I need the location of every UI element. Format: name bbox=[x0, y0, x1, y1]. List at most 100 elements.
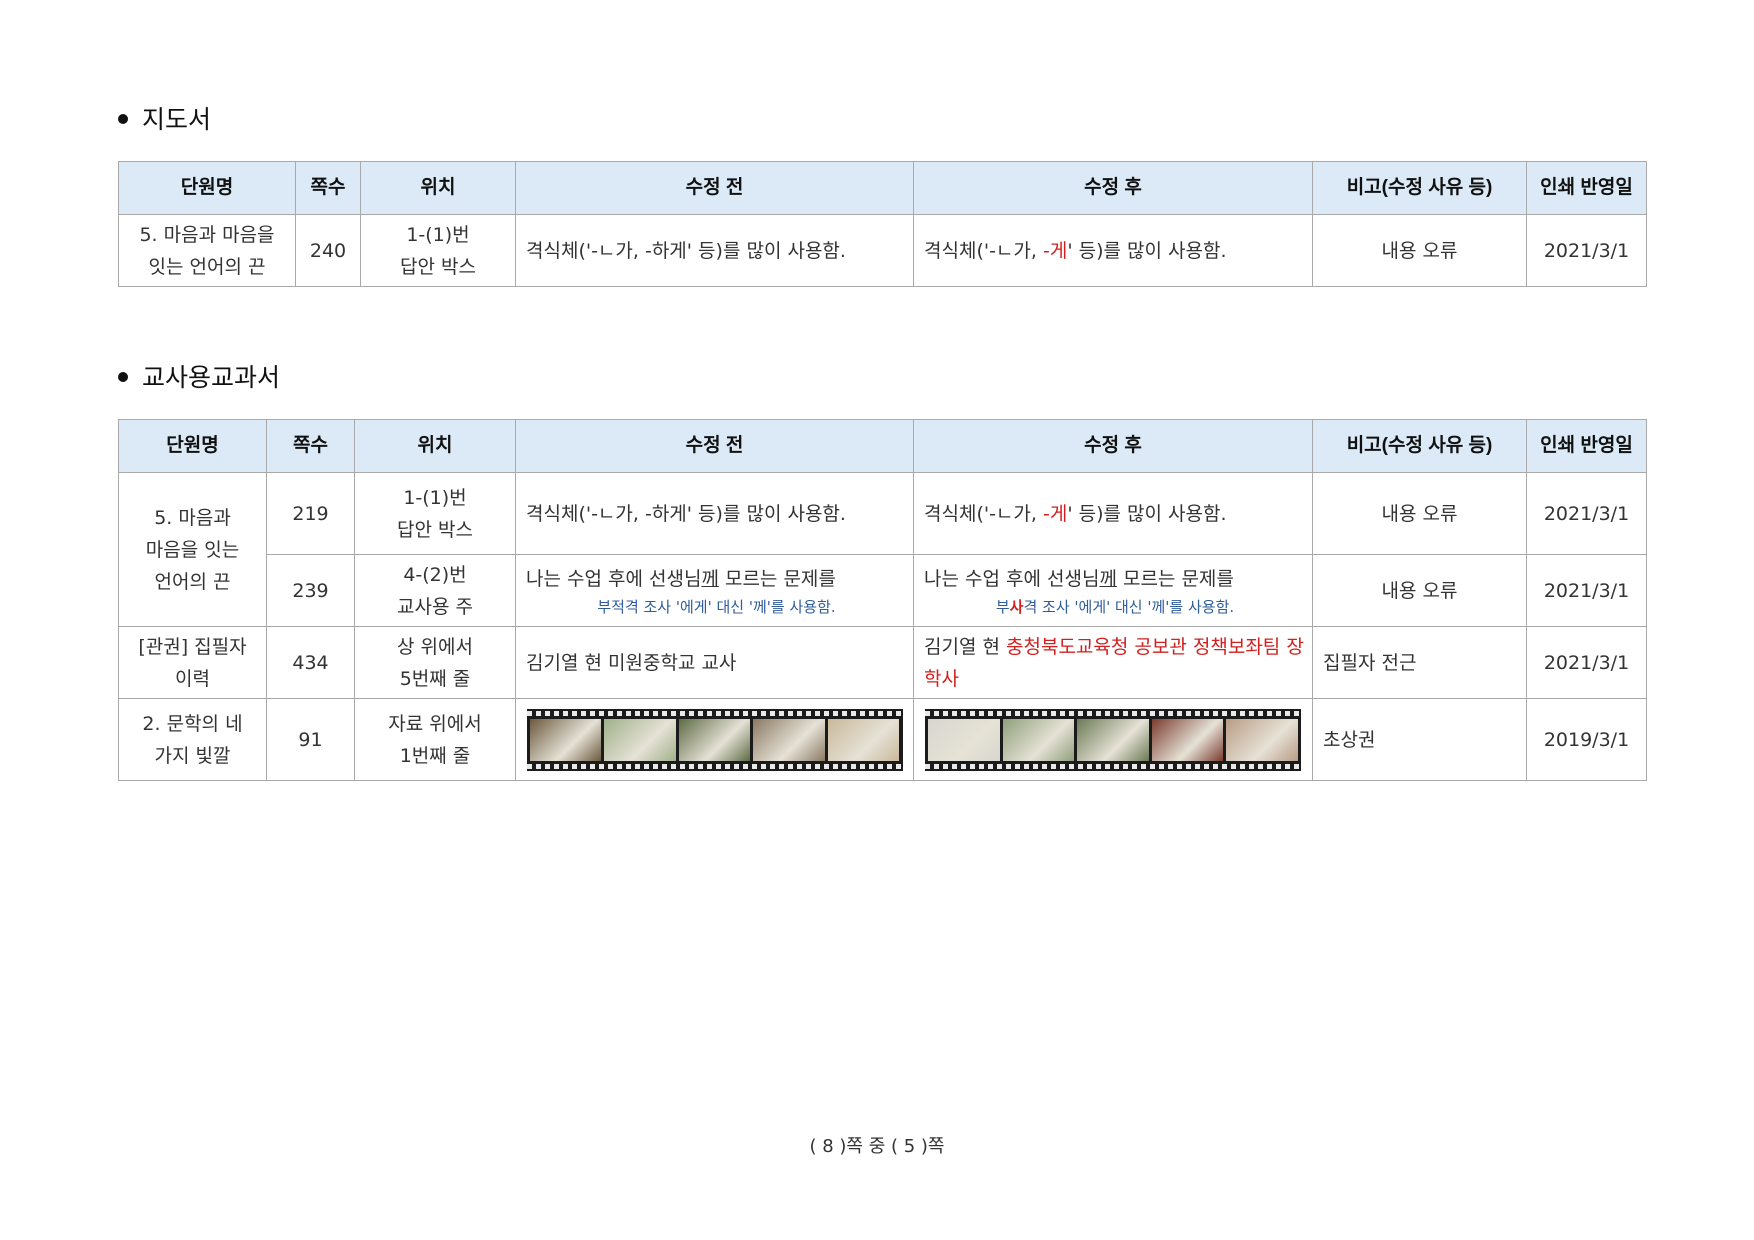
header-page: 쪽수 bbox=[295, 161, 361, 215]
after-underlined: 께 bbox=[1099, 567, 1117, 590]
bullet-icon bbox=[118, 371, 128, 382]
cell-print-date: 2021/3/1 bbox=[1526, 626, 1647, 699]
cell-unit: [관권] 집필자 이력 bbox=[118, 626, 267, 699]
table-row: 2. 문학의 네 가지 빛깔 91 자료 위에서 1번째 줄 초상권 2019/… bbox=[118, 698, 1647, 781]
after-text: 격식체('-ㄴ가, bbox=[924, 502, 1043, 525]
film-frame bbox=[827, 718, 900, 761]
table-row: 239 4-(2)번 교사용 주 나는 수업 후에 선생님께 모르는 문제를 부… bbox=[119, 554, 1647, 627]
cell-before: 격식체('-ㄴ가, -하게' 등)를 많이 사용함. bbox=[515, 472, 914, 555]
location-line: 4-(2)번 bbox=[403, 563, 467, 586]
header-unit: 단원명 bbox=[118, 161, 296, 215]
unit-line: 이력 bbox=[175, 667, 210, 690]
before-text: 모르는 문제를 bbox=[718, 567, 836, 590]
header-remarks: 비고(수정 사유 등) bbox=[1312, 161, 1527, 215]
after-text: 김기열 현 bbox=[924, 635, 1006, 658]
after-main: 나는 수업 후에 선생님께 모르는 문제를 bbox=[924, 563, 1306, 595]
after-correction: 충청북도교육청 공보관 정책보좌팀 장학사 bbox=[924, 635, 1304, 690]
header-unit: 단원명 bbox=[118, 419, 267, 473]
page-number-text: ( 8 )쪽 중 ( 5 )쪽 bbox=[809, 1136, 945, 1157]
section-title-text: 교사용교과서 bbox=[142, 363, 281, 392]
unit-line: 2. 문학의 네 bbox=[142, 712, 243, 735]
before-text: 나는 수업 후에 선생님 bbox=[526, 567, 702, 590]
unit-line: 마음을 잇는 bbox=[145, 538, 240, 561]
cell-remarks: 초상권 bbox=[1312, 698, 1527, 781]
cell-page: 219 bbox=[266, 472, 355, 555]
cell-remarks: 내용 오류 bbox=[1312, 554, 1527, 627]
cell-before bbox=[515, 698, 914, 781]
header-location: 위치 bbox=[360, 161, 516, 215]
after-note: 부사격 조사 '에게' 대신 '께'를 사용함. bbox=[924, 595, 1306, 619]
cell-page: 434 bbox=[266, 626, 355, 699]
header-page: 쪽수 bbox=[266, 419, 355, 473]
before-underlined: 께 bbox=[701, 567, 719, 590]
table-header-row: 단원명 쪽수 위치 수정 전 수정 후 비고(수정 사유 등) 인쇄 반영일 bbox=[118, 419, 1647, 473]
film-frame bbox=[928, 718, 1000, 761]
after-correction: -게 bbox=[1042, 502, 1068, 525]
unit-line: 가지 빛깔 bbox=[154, 744, 231, 767]
after-text: 나는 수업 후에 선생님 bbox=[924, 567, 1100, 590]
header-print-date: 인쇄 반영일 bbox=[1526, 161, 1647, 215]
section-title-text: 지도서 bbox=[142, 105, 212, 134]
before-note: 부적격 조사 '에게' 대신 '께'를 사용함. bbox=[597, 597, 836, 616]
cell-remarks: 내용 오류 bbox=[1312, 472, 1527, 555]
header-after: 수정 후 bbox=[913, 419, 1313, 473]
location-line: 상 위에서 bbox=[397, 635, 473, 658]
unit-line: 5. 마음과 bbox=[154, 506, 231, 529]
location-line: 자료 위에서 bbox=[388, 712, 482, 735]
guidebook-table: 단원명 쪽수 위치 수정 전 수정 후 비고(수정 사유 등) 인쇄 반영일 5… bbox=[118, 161, 1647, 287]
location-line: 교사용 주 bbox=[397, 595, 473, 618]
film-strip-after-image bbox=[925, 708, 1301, 771]
header-before: 수정 전 bbox=[515, 419, 914, 473]
cell-print-date: 2021/3/1 bbox=[1526, 472, 1647, 555]
cell-print-date: 2021/3/1 bbox=[1526, 214, 1647, 287]
film-perforation bbox=[925, 763, 1301, 769]
cell-page: 239 bbox=[266, 554, 355, 627]
cell-after bbox=[913, 698, 1313, 781]
cell-before: 격식체('-ㄴ가, -하게' 등)를 많이 사용함. bbox=[515, 214, 914, 287]
cell-location: 1-(1)번 답안 박스 bbox=[360, 214, 516, 287]
film-frame bbox=[1002, 718, 1075, 761]
location-line: 5번째 줄 bbox=[399, 667, 471, 690]
cell-after: 격식체('-ㄴ가, -게' 등)를 많이 사용함. bbox=[913, 214, 1313, 287]
cell-print-date: 2021/3/1 bbox=[1526, 554, 1647, 627]
header-after: 수정 후 bbox=[913, 161, 1313, 215]
location-line: 1-(1)번 bbox=[406, 223, 470, 246]
cell-location: 4-(2)번 교사용 주 bbox=[354, 554, 516, 627]
unit-line: [관권] 집필자 bbox=[138, 635, 247, 658]
after-correction: -게 bbox=[1042, 239, 1068, 262]
after-note-text: 부 bbox=[995, 597, 1010, 616]
film-frame bbox=[529, 718, 602, 761]
unit-line: 잇는 언어의 끈 bbox=[148, 255, 266, 278]
film-frame bbox=[1077, 718, 1149, 761]
location-line: 1번째 줄 bbox=[399, 744, 471, 767]
cell-location: 1-(1)번 답안 박스 bbox=[354, 472, 516, 555]
location-line: 1-(1)번 bbox=[403, 486, 467, 509]
cell-after: 김기열 현 충청북도교육청 공보관 정책보좌팀 장학사 bbox=[913, 626, 1313, 699]
after-note-text: 격 조사 '에게' 대신 '께'를 사용함. bbox=[1023, 597, 1235, 616]
section-title-teacher-textbook: 교사용교과서 bbox=[118, 358, 280, 394]
film-frame bbox=[1226, 718, 1298, 761]
section-title-guidebook: 지도서 bbox=[118, 100, 211, 136]
film-frame bbox=[1151, 718, 1224, 761]
after-text: 모르는 문제를 bbox=[1116, 567, 1234, 590]
film-frames bbox=[529, 718, 900, 761]
header-print-date: 인쇄 반영일 bbox=[1526, 419, 1647, 473]
film-frame bbox=[678, 718, 751, 761]
teacher-textbook-table: 단원명 쪽수 위치 수정 전 수정 후 비고(수정 사유 등) 인쇄 반영일 5… bbox=[118, 419, 1647, 781]
after-note-correction: 사 bbox=[1009, 597, 1024, 616]
cell-remarks: 집필자 전근 bbox=[1312, 626, 1527, 699]
cell-before: 김기열 현 미원중학교 교사 bbox=[515, 626, 914, 699]
location-line: 답안 박스 bbox=[400, 255, 476, 278]
after-text: ' 등)를 많이 사용함. bbox=[1067, 239, 1227, 262]
cell-page: 240 bbox=[295, 214, 361, 287]
before-main: 나는 수업 후에 선생님께 모르는 문제를 bbox=[526, 563, 907, 595]
film-frames bbox=[928, 718, 1298, 761]
bullet-icon bbox=[118, 113, 128, 124]
film-frame bbox=[753, 718, 825, 761]
film-perforation bbox=[925, 710, 1301, 716]
cell-before: 나는 수업 후에 선생님께 모르는 문제를 부적격 조사 '에게' 대신 '께'… bbox=[515, 554, 914, 627]
header-before: 수정 전 bbox=[515, 161, 914, 215]
cell-after: 격식체('-ㄴ가, -게' 등)를 많이 사용함. bbox=[913, 472, 1313, 555]
film-frame bbox=[604, 718, 676, 761]
table-row: 5. 마음과 마음을 잇는 언어의 끈 240 1-(1)번 답안 박스 격식체… bbox=[118, 214, 1647, 287]
